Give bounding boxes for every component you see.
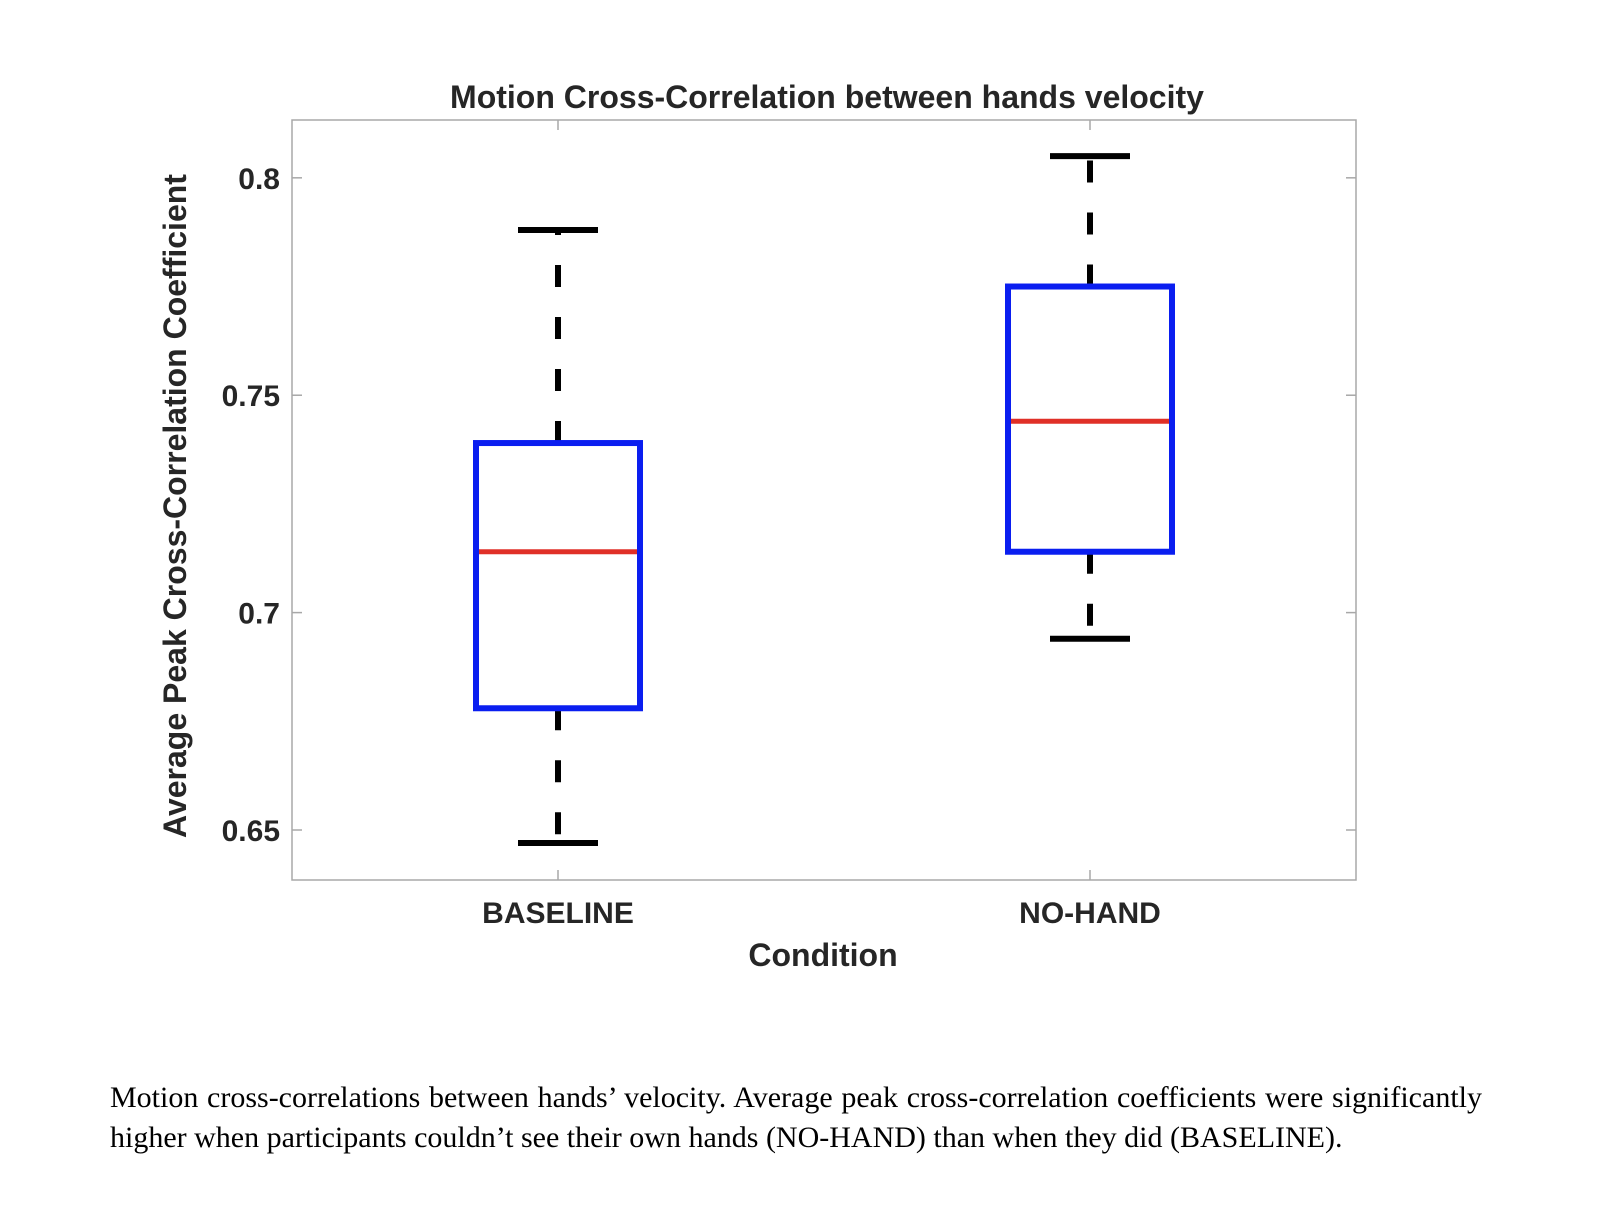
- axes-frame: [291, 119, 1357, 881]
- x-tick-label: BASELINE: [482, 897, 634, 930]
- box-no-hand: [1005, 153, 1175, 642]
- y-tick-label: 0.75: [222, 380, 280, 413]
- y-tick-label: 0.8: [238, 163, 280, 196]
- box-baseline: [473, 227, 643, 847]
- x-tick-label: NO-HAND: [1019, 897, 1161, 930]
- x-axis-label: Condition: [748, 937, 897, 973]
- y-tick-label: 0.65: [222, 815, 280, 848]
- boxes: [473, 153, 1175, 847]
- y-axis-ticks: 0.65 0.7 0.75 0.8: [222, 163, 1356, 848]
- iqr-box: [473, 440, 643, 712]
- x-axis-ticks: BASELINE NO-HAND: [482, 120, 1161, 930]
- chart-title: Motion Cross-Correlation between hands v…: [450, 79, 1204, 115]
- boxplot-chart: Motion Cross-Correlation between hands v…: [157, 79, 1357, 973]
- y-tick-label: 0.7: [238, 598, 280, 631]
- y-axis-label: Average Peak Cross-Correlation Coefficie…: [157, 174, 193, 838]
- figure-caption: Motion cross-correlations between hands’…: [110, 1081, 1482, 1154]
